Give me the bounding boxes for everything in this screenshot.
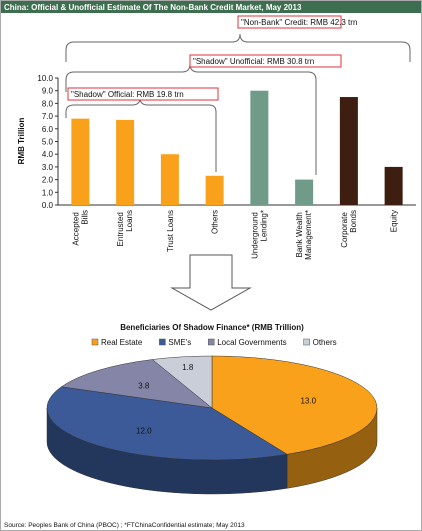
bar	[71, 118, 90, 205]
x-tick-label: Others	[211, 210, 220, 234]
header-title: China: Official & Unofficial Estimate Of…	[4, 3, 302, 12]
y-tick-label: 0.0	[42, 201, 54, 210]
x-tick-label: Equity	[390, 210, 399, 232]
legend-label: Real Estate	[101, 338, 143, 347]
data-label: 12.0	[136, 427, 152, 436]
annotation-box	[67, 87, 219, 101]
bar	[205, 175, 224, 205]
y-tick-label: 9.0	[42, 87, 54, 96]
y-tick-label: 5.0	[42, 138, 54, 147]
annotation-box	[189, 54, 342, 68]
legend-swatch	[159, 338, 166, 346]
pie-title: Beneficiaries Of Shadow Finance* (RMB Tr…	[120, 323, 304, 332]
brace	[65, 33, 411, 62]
annotation: "Non-Bank" Credit: RMB 42.3 trn	[241, 18, 357, 27]
pie-slice	[46, 386, 288, 461]
y-tick-label: 8.0	[42, 99, 54, 108]
legend-label: SME's	[168, 338, 191, 347]
pie-slice	[211, 355, 378, 455]
x-tick-label: Underground Lending*	[250, 210, 268, 259]
x-tick-label: Entrusted Loans	[116, 210, 134, 246]
y-tick-label: 1.0	[42, 188, 54, 197]
legend-swatch	[303, 338, 310, 346]
y-tick-label: 4.0	[42, 150, 54, 159]
y-tick-label: 3.0	[42, 163, 54, 172]
x-tick-label: Corporate Bonds	[340, 210, 358, 248]
legend-label: Others	[313, 338, 337, 347]
bar	[116, 119, 135, 205]
x-tick-label: Bank Wealth Management*	[295, 210, 313, 260]
bar	[295, 179, 314, 205]
annotation: "Shadow" Unofficial: RMB 30.8 trn	[193, 57, 314, 66]
annotation: "Shadow" Official: RMB 19.8 trn	[71, 90, 184, 99]
annotation-box	[237, 15, 342, 29]
bar	[160, 154, 179, 205]
y-tick-label: 7.0	[42, 112, 54, 121]
pie-slice	[60, 359, 213, 409]
data-label: 1.8	[182, 363, 194, 372]
legend-swatch	[207, 338, 215, 346]
y-axis-label: RMB Trillion	[17, 118, 26, 165]
x-tick-label: Trust Loans	[166, 210, 175, 252]
source: Source: Peoples Bank of China (PBOC) ; *…	[4, 522, 245, 529]
data-label: 3.8	[138, 381, 150, 390]
y-tick-label: 10.0	[37, 74, 53, 83]
data-label: 13.0	[300, 397, 316, 406]
legend-swatch	[91, 338, 99, 346]
bar	[339, 97, 358, 205]
header-bar	[1, 1, 421, 13]
legend-label: Local Governments	[217, 338, 286, 347]
arrow	[170, 254, 252, 311]
bar	[384, 166, 403, 205]
pie-slice	[151, 355, 213, 409]
x-tick-label: Accepted Bills	[71, 210, 89, 246]
y-tick-label: 2.0	[42, 176, 54, 185]
bar	[250, 90, 269, 205]
y-tick-label: 6.0	[42, 125, 54, 134]
